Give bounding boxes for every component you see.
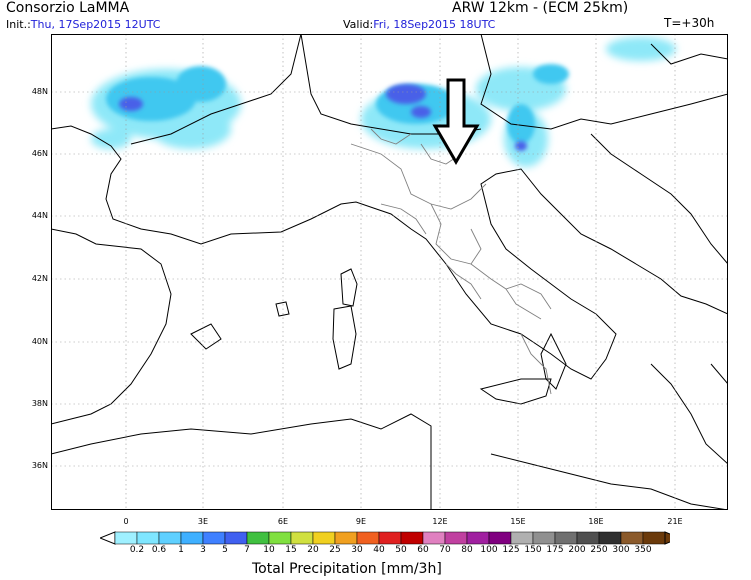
y-tick-46n: 46N xyxy=(31,149,48,158)
colorbar-swatch xyxy=(466,531,490,545)
colorbar-swatch xyxy=(576,531,600,545)
colorbar-label: 10 xyxy=(263,545,275,555)
colorbar-label: 300 xyxy=(612,545,630,555)
colorbar-swatch xyxy=(268,531,292,545)
y-tick-40n: 40N xyxy=(31,337,48,346)
x-tick-6e: 6E xyxy=(277,517,289,526)
colorbar-label: 7 xyxy=(244,545,250,555)
x-tick-18e: 18E xyxy=(588,517,604,526)
colorbar-label: 20 xyxy=(307,545,319,555)
colorbar-swatch xyxy=(158,531,182,545)
colorbar-label: 5 xyxy=(222,545,228,555)
colorbar-swatch xyxy=(290,531,314,545)
map-grid xyxy=(51,34,728,510)
y-tick-48n: 48N xyxy=(31,87,48,96)
header-org: Consorzio LaMMA xyxy=(6,0,130,16)
colorbar-label: 25 xyxy=(329,545,341,555)
colorbar-label: 3 xyxy=(200,545,206,555)
valid-value: Fri, 18Sep2015 18UTC xyxy=(373,18,496,31)
colorbar-label: 0.6 xyxy=(151,545,167,555)
colorbar-swatch xyxy=(180,531,204,545)
x-tick-9e: 9E xyxy=(355,517,367,526)
x-tick-12e: 12E xyxy=(432,517,448,526)
precipitation-map xyxy=(51,34,728,510)
precip-mid xyxy=(106,64,569,144)
colorbar-label: 60 xyxy=(417,545,429,555)
y-tick-44n: 44N xyxy=(31,211,48,220)
valid-label: Valid: xyxy=(343,18,374,31)
x-tick-3e: 3E xyxy=(197,517,209,526)
colorbar-swatch xyxy=(312,531,336,545)
colorbar-swatch xyxy=(554,531,578,545)
colorbar-swatch xyxy=(202,531,226,545)
colorbar-swatch xyxy=(642,531,666,545)
y-tick-36n: 36N xyxy=(31,461,48,470)
down-arrow-icon xyxy=(432,78,480,165)
colorbar-over-triangle xyxy=(664,531,670,545)
colorbar-label: 350 xyxy=(634,545,652,555)
colorbar-swatch xyxy=(136,531,160,545)
colorbar-label: 1 xyxy=(178,545,184,555)
colorbar-swatch xyxy=(400,531,424,545)
header-model: ARW 12km - (ECM 25km) xyxy=(452,0,629,16)
colorbar-swatch xyxy=(356,531,380,545)
colorbar-swatch xyxy=(510,531,534,545)
colorbar-swatch xyxy=(444,531,468,545)
init-label: Init.: xyxy=(6,18,31,31)
init-value: Thu, 17Sep2015 12UTC xyxy=(30,18,161,31)
colorbar-swatch xyxy=(246,531,270,545)
colorbar-swatch xyxy=(378,531,402,545)
colorbar-label: 0.2 xyxy=(129,545,145,555)
colorbar-swatch xyxy=(620,531,644,545)
colorbar-label: 30 xyxy=(351,545,363,555)
colorbar-swatch xyxy=(114,531,138,545)
x-tick-21e: 21E xyxy=(667,517,683,526)
colorbar-label: 15 xyxy=(285,545,297,555)
colorbar-swatch xyxy=(334,531,358,545)
colorbar-swatch xyxy=(532,531,556,545)
colorbar-label: 80 xyxy=(461,545,473,555)
colorbar-label: 150 xyxy=(524,545,542,555)
colorbar-label: 125 xyxy=(502,545,520,555)
colorbar-label: 70 xyxy=(439,545,451,555)
colorbar-swatch xyxy=(488,531,512,545)
colorbar-label: 40 xyxy=(373,545,385,555)
y-tick-42n: 42N xyxy=(31,274,48,283)
y-tick-38n: 38N xyxy=(31,399,48,408)
forecast-step: T=+30h xyxy=(664,16,715,30)
colorbar-swatch xyxy=(422,531,446,545)
colorbar-title: Total Precipitation [mm/3h] xyxy=(252,561,442,577)
colorbar xyxy=(100,531,670,545)
precip-heavy xyxy=(119,84,527,151)
colorbar-swatch xyxy=(224,531,248,545)
colorbar-label: 175 xyxy=(546,545,564,555)
colorbar-label: 50 xyxy=(395,545,407,555)
colorbar-label: 100 xyxy=(480,545,498,555)
header-init: Init.:Thu, 17Sep2015 12UTC xyxy=(6,18,160,31)
colorbar-label: 200 xyxy=(568,545,586,555)
colorbar-swatch xyxy=(598,531,622,545)
colorbar-label: 250 xyxy=(590,545,608,555)
country-borders xyxy=(51,34,728,510)
colorbar-under-triangle xyxy=(100,531,116,545)
x-tick-15e: 15E xyxy=(510,517,526,526)
x-tick-0: 0 xyxy=(123,517,129,526)
header-valid: Valid:Fri, 18Sep2015 18UTC xyxy=(343,18,495,31)
